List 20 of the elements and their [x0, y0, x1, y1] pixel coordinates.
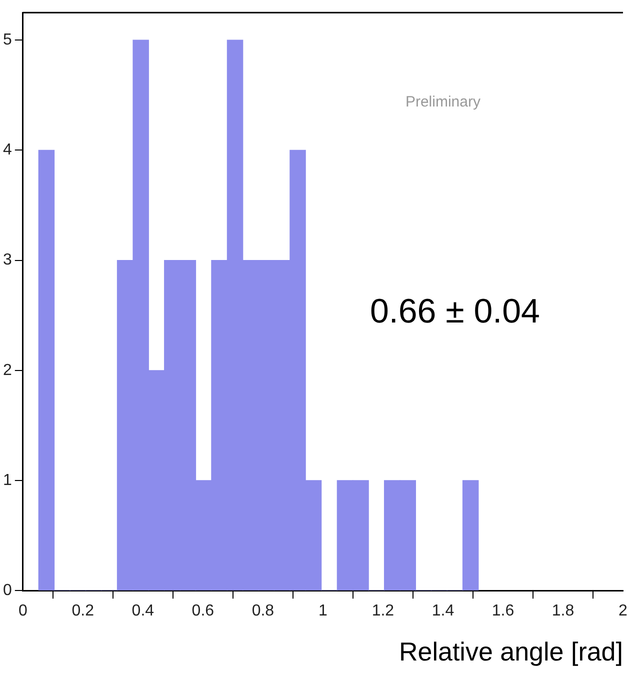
y-tick-label: 3: [2, 252, 12, 269]
x-tick-label: 0: [18, 602, 28, 620]
x-tick-label: 0.8: [252, 602, 274, 620]
y-tick-label: 2: [2, 362, 12, 379]
x-tick-label: 1.4: [432, 602, 454, 620]
y-tick-label: 0: [2, 582, 12, 600]
x-tick-label: 1.2: [372, 602, 394, 620]
x-tick-label: 0.6: [192, 602, 214, 620]
annotation: Preliminary: [405, 93, 481, 110]
x-tick-label: 0.2: [72, 602, 94, 620]
x-tick-label: 1.6: [492, 602, 514, 620]
x-tick-label: 0.4: [132, 602, 154, 620]
x-axis-title: Relative angle [rad]: [398, 636, 623, 667]
y-tick-label: 4: [2, 142, 12, 159]
annotation: 0.66 ± 0.04: [370, 292, 540, 331]
x-tick-label: 1.8: [552, 602, 574, 620]
y-tick-label: 1: [2, 472, 12, 489]
x-tick-label: 2: [618, 602, 628, 620]
x-tick-label: 1: [318, 602, 328, 620]
y-tick-label: 5: [2, 32, 12, 49]
